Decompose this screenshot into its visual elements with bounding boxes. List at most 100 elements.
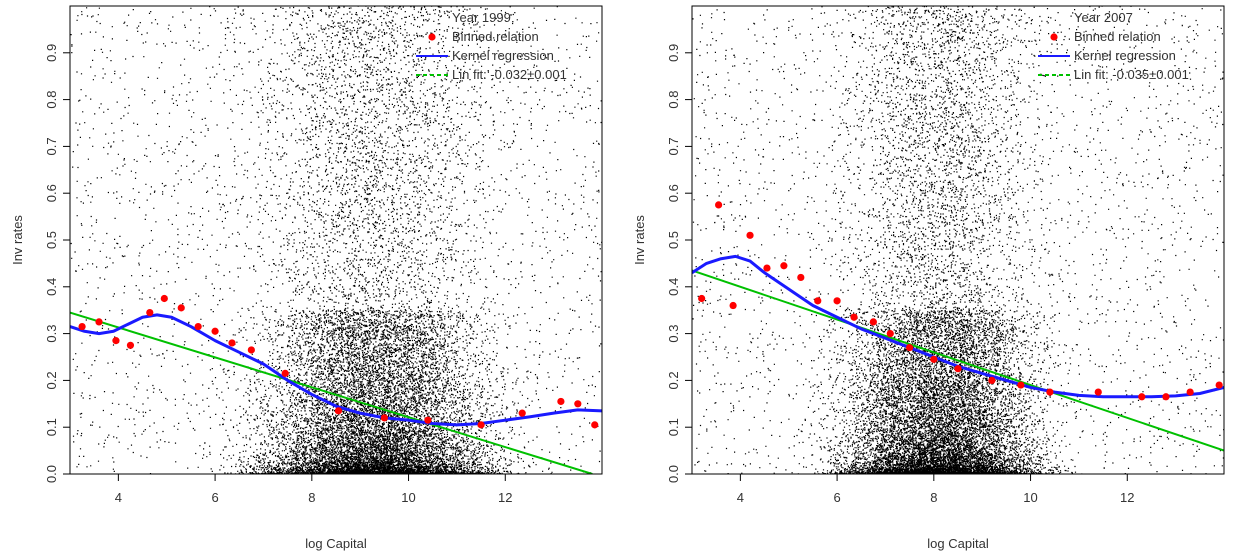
y-tick-label: 0.7	[666, 137, 681, 155]
binned-points	[78, 294, 599, 429]
legend-header: Year 1999	[452, 10, 511, 25]
binned-point	[886, 330, 894, 338]
kernel-regression-line	[70, 313, 602, 427]
x-tick-label: 4	[737, 490, 744, 505]
binned-point	[1162, 393, 1170, 401]
x-tick-label: 10	[1023, 490, 1037, 505]
y-tick-label: 0.3	[666, 325, 681, 343]
binned-point	[988, 376, 996, 384]
binned-point	[906, 344, 914, 352]
binned-point	[1186, 388, 1194, 396]
binned-point	[557, 397, 565, 406]
y-tick-label: 0.4	[666, 278, 681, 296]
y-tick-label: 0.0	[44, 465, 59, 483]
y-tick-label: 0.9	[44, 44, 59, 62]
binned-point	[334, 407, 343, 415]
binned-point	[211, 327, 219, 335]
legend: Year 2007 Binned relation Kernel regressio…	[1038, 10, 1189, 82]
binned-point	[1215, 381, 1223, 389]
x-tick-label: 10	[401, 490, 415, 505]
binned-point	[126, 341, 135, 349]
binned-point	[380, 414, 388, 422]
binned-point	[424, 416, 432, 424]
binned-point	[715, 201, 723, 209]
binned-point	[833, 297, 841, 305]
y-tick-label: 0.7	[44, 137, 59, 155]
y-tick-label: 0.9	[666, 44, 681, 62]
binned-point	[112, 337, 120, 345]
legend: Year 1999 Binned relation Kernel regressio…	[416, 10, 567, 82]
y-tick-label: 0.3	[44, 325, 59, 343]
linear-fit-line	[70, 311, 593, 474]
legend-binned-icon	[1050, 33, 1058, 41]
legend-item-label: Lin fit: -0.035±0.001	[1074, 67, 1189, 82]
y-tick-label: 0.5	[666, 231, 681, 249]
binned-point	[698, 294, 706, 303]
binned-point	[160, 294, 168, 303]
x-tick-label: 12	[1120, 490, 1134, 505]
linear-fit-line	[692, 269, 1224, 452]
binned-point	[78, 322, 86, 331]
x-tick-label: 4	[115, 490, 122, 505]
y-axis: 0.0 0.1 0.2 0.3 0.4 0.5 0.6 0.7 0.8 0.9	[44, 44, 70, 483]
binned-point	[574, 400, 582, 408]
binned-point	[1138, 393, 1146, 401]
x-axis: 4 6 8 10 12	[737, 474, 1135, 505]
legend-item-label: Kernel regression	[452, 48, 554, 63]
x-axis-label: log Capital	[927, 536, 989, 551]
binned-point	[1017, 381, 1025, 389]
y-tick-label: 0.1	[666, 418, 681, 436]
legend-binned-icon	[428, 33, 436, 41]
legend-item-label: Kernel regression	[1074, 48, 1176, 63]
binned-point	[746, 231, 754, 239]
legend-item-label: Binned relation	[1074, 29, 1161, 44]
binned-point	[95, 318, 103, 326]
x-tick-label: 12	[498, 490, 512, 505]
binned-point	[869, 318, 877, 326]
binned-point	[281, 369, 289, 377]
legend-item-label: Binned relation	[452, 29, 539, 44]
x-axis-label: log Capital	[305, 536, 367, 551]
binned-point	[780, 262, 788, 270]
y-axis-label: Inv rates	[632, 215, 647, 265]
binned-point	[518, 409, 526, 417]
binned-point	[247, 346, 255, 354]
binned-point	[477, 421, 485, 429]
y-axis-label: Inv rates	[10, 215, 25, 265]
x-tick-label: 8	[930, 490, 937, 505]
y-tick-label: 0.1	[44, 418, 59, 436]
binned-point	[763, 264, 771, 272]
x-tick-label: 6	[833, 490, 840, 505]
binned-point	[146, 308, 154, 317]
y-tick-label: 0.0	[666, 465, 681, 483]
y-tick-label: 0.6	[666, 184, 681, 202]
y-tick-label: 0.2	[666, 371, 681, 389]
binned-point	[177, 304, 185, 312]
binned-point	[1046, 388, 1054, 396]
y-tick-label: 0.5	[44, 231, 59, 249]
binned-point	[797, 273, 805, 282]
binned-point	[1094, 388, 1102, 396]
binned-point	[954, 365, 962, 373]
binned-point	[194, 322, 202, 331]
legend-item-label: Lin fit: -0.032±0.001	[452, 67, 567, 82]
binned-point	[814, 297, 822, 305]
y-tick-label: 0.8	[44, 91, 59, 109]
x-tick-label: 8	[308, 490, 315, 505]
y-tick-label: 0.8	[666, 91, 681, 109]
y-tick-label: 0.6	[44, 184, 59, 202]
y-axis: 0.0 0.1 0.2 0.3 0.4 0.5 0.6 0.7 0.8 0.9	[666, 44, 692, 483]
binned-points	[698, 201, 1223, 401]
x-axis: 4 6 8 10 12	[115, 474, 513, 505]
legend-header: Year 2007	[1074, 10, 1133, 25]
y-tick-label: 0.4	[44, 278, 59, 296]
x-tick-label: 6	[211, 490, 218, 505]
binned-point	[228, 339, 236, 347]
binned-point	[591, 421, 599, 429]
y-tick-label: 0.2	[44, 371, 59, 389]
binned-point	[729, 301, 737, 310]
binned-point	[930, 355, 938, 363]
